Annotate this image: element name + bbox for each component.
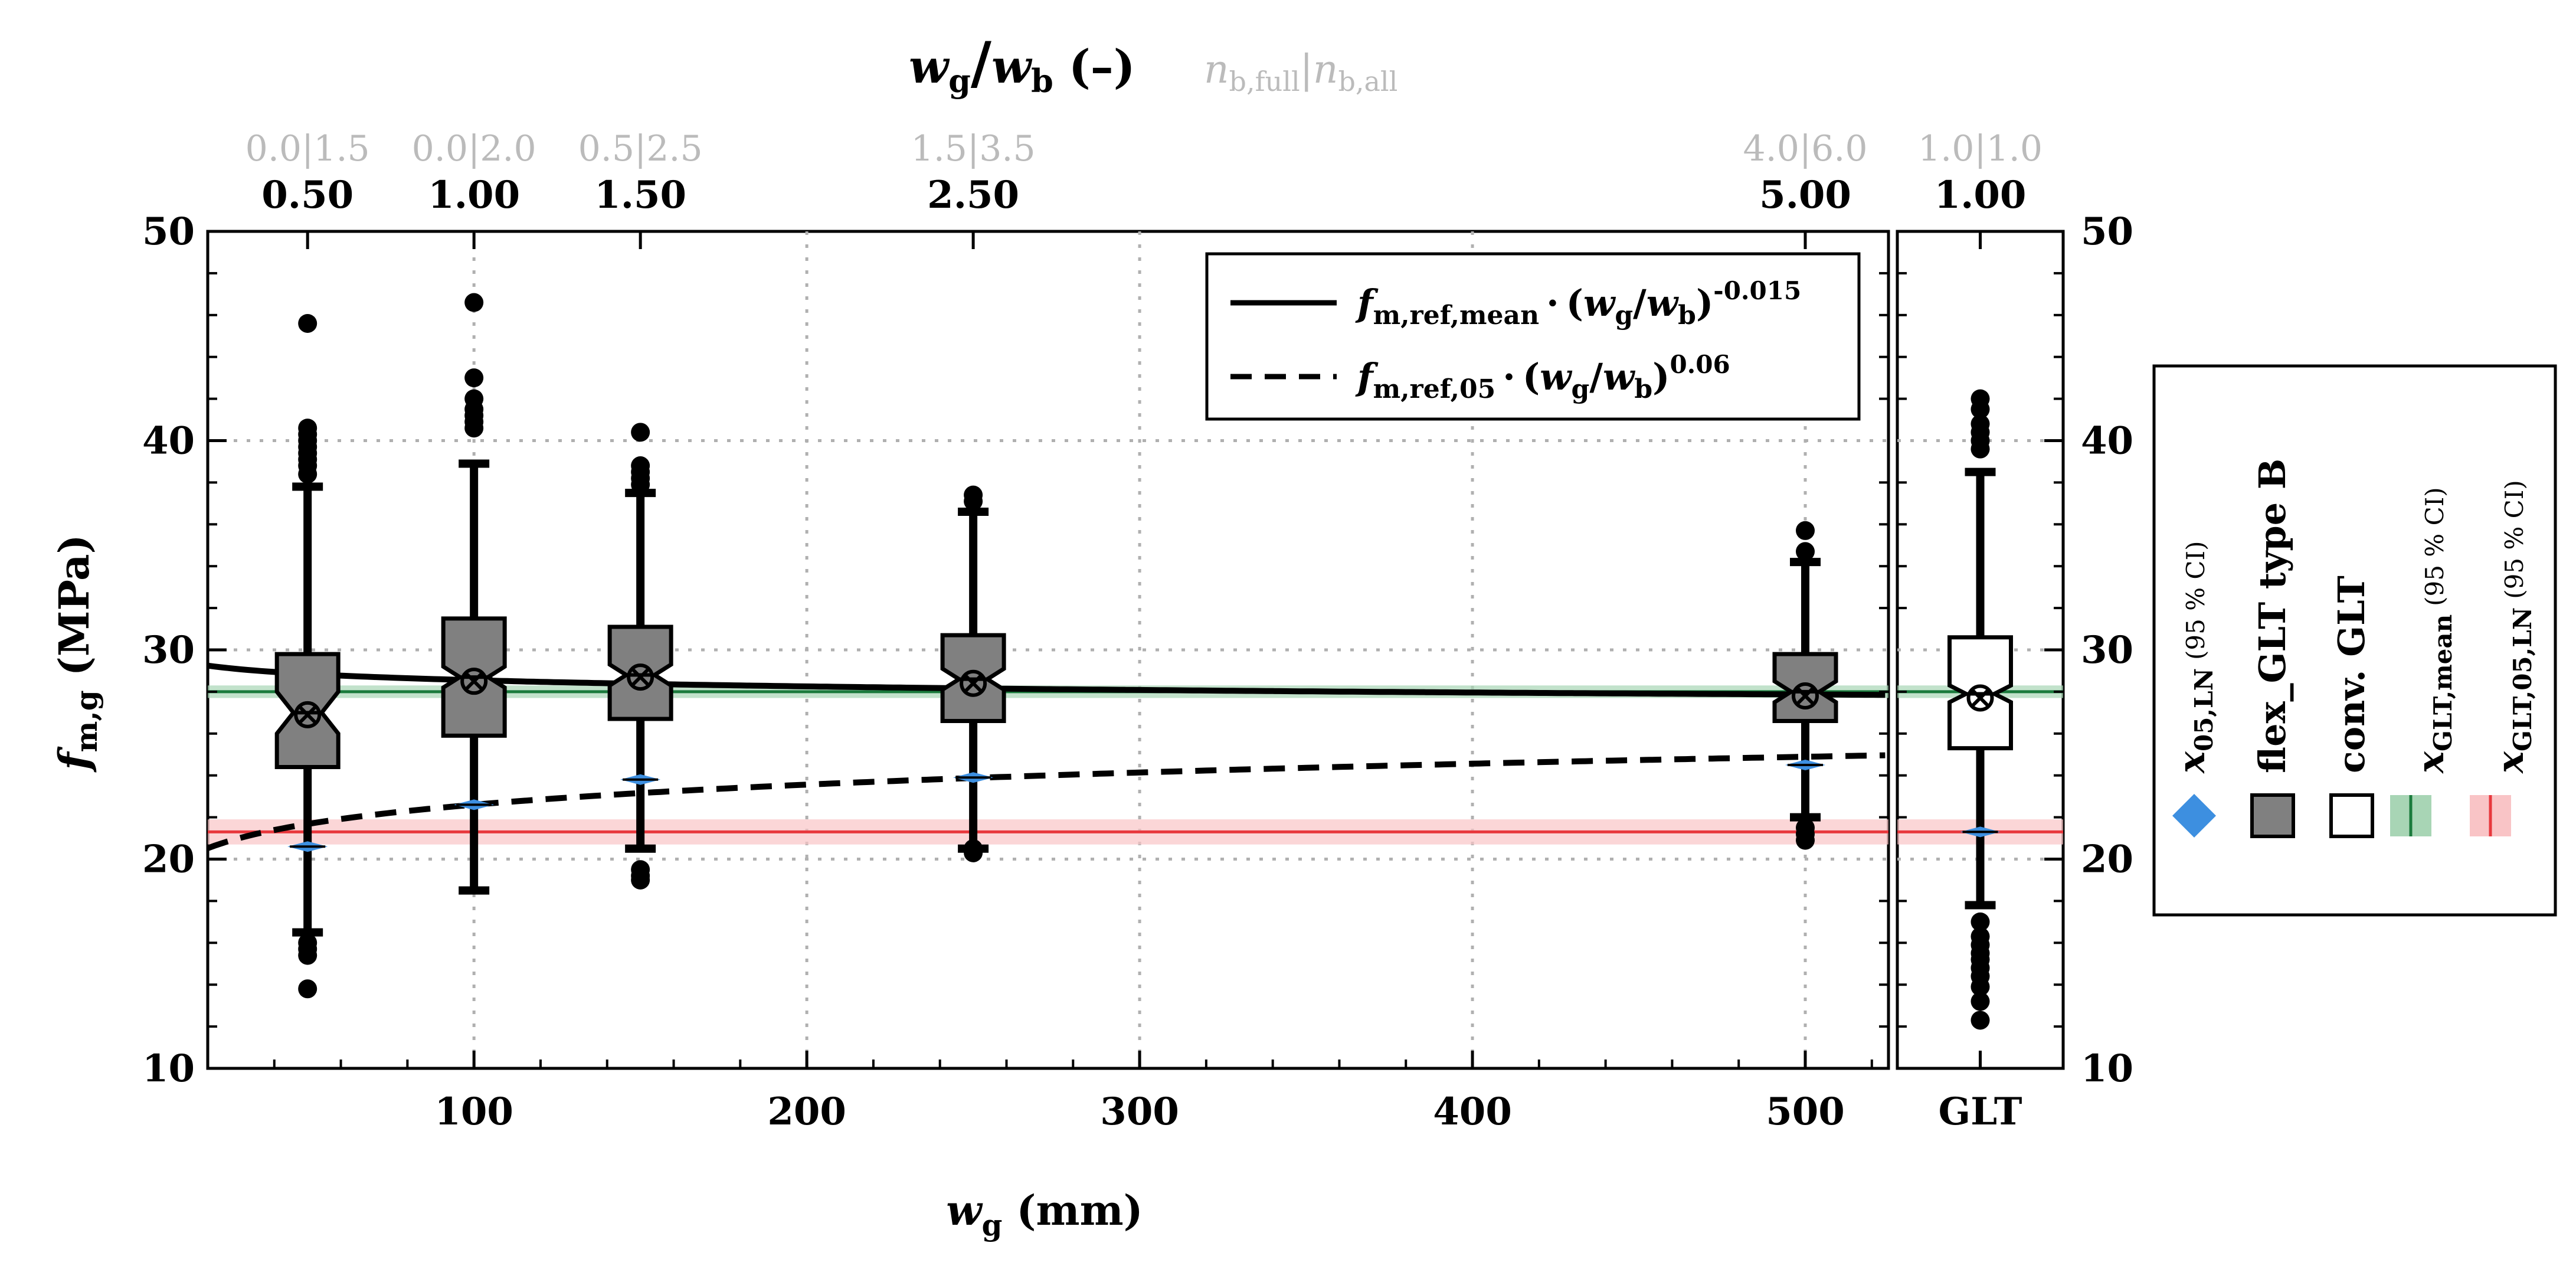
top-ratio-label: 1.50: [594, 173, 686, 217]
mean-marker-cross: [963, 673, 983, 693]
ytick-label-left: 50: [142, 210, 195, 254]
outlier-point: [631, 475, 650, 494]
outlier-point: [298, 979, 318, 999]
mean-marker: [960, 669, 987, 697]
outlier-point: [1971, 912, 1990, 931]
box-plots: [274, 293, 2013, 1030]
outlier-point: [1971, 439, 1990, 459]
legend-mean-text: fm,ref,mean · (wg/wb)-0.015: [1355, 276, 1801, 331]
mean-marker: [294, 701, 322, 728]
top-ratio-label: 1.00: [1935, 173, 2027, 217]
outlier-point: [464, 418, 484, 438]
ytick-label-right: 20: [2081, 838, 2133, 882]
outlier-point: [1971, 1011, 1990, 1030]
top-ratio-label: 2.50: [927, 173, 1019, 217]
box-flex-500: [1772, 652, 1838, 724]
top-n-label: 4.0|6.0: [1743, 128, 1867, 169]
outlier-point: [1971, 992, 1990, 1011]
xtick-label: 100: [434, 1090, 513, 1134]
legend-glt-mean-label: xGLT,mean(95 % CI): [2409, 487, 2457, 774]
top-ratio-label: 5.00: [1759, 173, 1851, 217]
mean-marker-cross: [1971, 688, 1990, 708]
outer-legend: x05,LN(95 % CI) flex_GLT type B conv. GL…: [2152, 364, 2557, 917]
outlier-point: [964, 843, 983, 862]
outlier-point: [1971, 400, 1990, 419]
legend-flex-box: [2250, 793, 2295, 838]
ytick-label-right: 10: [2081, 1047, 2133, 1091]
outlier-point: [964, 492, 983, 511]
outlier-point: [298, 465, 318, 484]
fit-legend-frame: [1205, 252, 1861, 421]
outlier-point: [298, 946, 318, 965]
outlier-point: [1796, 521, 1815, 540]
top-n-label: 1.0|1.0: [1918, 128, 2043, 169]
top-axis-n-label: nb,full|nb,all: [1204, 47, 1397, 97]
outlier-point: [631, 870, 650, 890]
ytick-label-right: 30: [2081, 628, 2133, 672]
legend-x05-label: x05,LN(95 % CI): [2170, 541, 2218, 774]
glt-xtick-label: GLT: [1938, 1090, 2022, 1134]
outlier-point: [464, 293, 484, 312]
mean-marker: [627, 663, 654, 691]
box-flex-50: [274, 652, 341, 770]
top-n-label: 0.0|2.0: [412, 128, 536, 169]
y-axis-label: fm,g(MPa): [50, 534, 104, 773]
outlier-point: [1796, 542, 1815, 561]
axis-ticks: 10 10 20 20 30 30 40 40 50 50 100 200 300 400 500 GLT 0.…: [142, 128, 2133, 1134]
legend-conv-box: [2329, 793, 2374, 838]
top-ratio-label: 1.00: [428, 173, 520, 217]
ytick-label-right: 40: [2081, 419, 2133, 463]
outlier-point: [1796, 830, 1815, 850]
mean-marker: [460, 668, 488, 695]
xtick-label: 400: [1433, 1090, 1512, 1134]
outlier-point: [464, 368, 484, 388]
fit-legend: fm,ref,mean · (wg/wb)-0.015 fm,ref,05 · (wg/…: [1205, 252, 1861, 421]
legend-glt-05-label: xGLT,05,LN(95 % CI): [2489, 480, 2537, 774]
legend-flex-label: flex_GLT type B: [2251, 459, 2294, 773]
top-n-label: 1.5|3.5: [911, 128, 1036, 169]
top-n-label: 0.0|1.5: [246, 128, 370, 169]
xtick-label: 500: [1766, 1090, 1845, 1134]
legend-p05-text: fm,ref,05 · (wg/wb)0.06: [1355, 350, 1730, 404]
top-ratio-label: 0.50: [261, 173, 353, 217]
xtick-label: 200: [767, 1090, 846, 1134]
outlier-point: [298, 313, 318, 333]
mean-marker: [1966, 684, 1994, 712]
ytick-label-left: 30: [142, 628, 195, 672]
mean-marker: [1792, 682, 1819, 709]
top-axis-label: wg/wb (–): [909, 30, 1135, 100]
legend-conv-label: conv. GLT: [2330, 575, 2373, 773]
legend-x05-marker: [2172, 794, 2216, 838]
ytick-label-left: 10: [142, 1047, 195, 1091]
x-axis-label: wg (mm): [946, 1186, 1143, 1242]
mean-marker-cross: [464, 672, 484, 691]
box-flex-150: [607, 624, 673, 721]
outlier-point: [1971, 977, 1990, 996]
outlier-point: [631, 423, 650, 442]
mean-marker-cross: [1795, 686, 1815, 706]
ytick-label-left: 40: [142, 419, 195, 463]
mean-marker-cross: [631, 667, 650, 687]
xtick-label: 300: [1100, 1090, 1179, 1134]
ytick-label-right: 50: [2081, 210, 2133, 254]
mean-marker-cross: [298, 705, 318, 725]
top-n-label: 0.5|2.5: [578, 128, 703, 169]
ytick-label-left: 20: [142, 838, 195, 882]
